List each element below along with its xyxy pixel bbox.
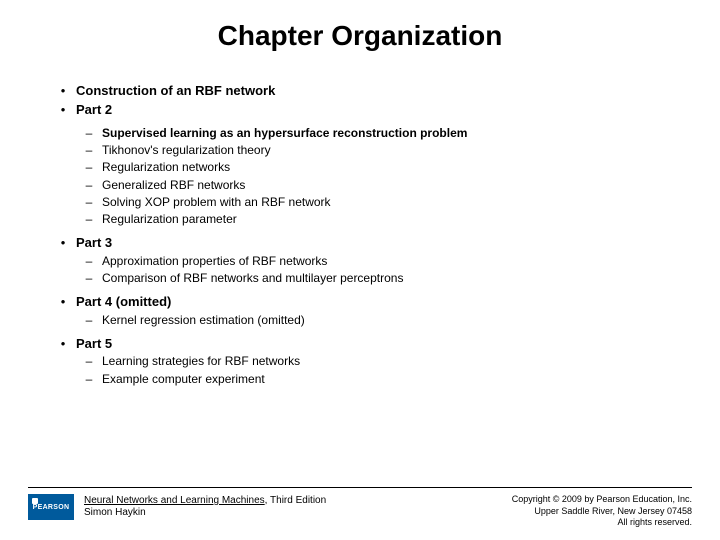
- book-info: Neural Networks and Learning Machines, T…: [84, 495, 326, 520]
- bullet-part5: • Part 5: [50, 335, 690, 353]
- sub-text: Approximation properties of RBF networks: [102, 253, 327, 269]
- sub-item: –Approximation properties of RBF network…: [50, 253, 690, 269]
- sub-text: Solving XOP problem with an RBF network: [102, 194, 331, 210]
- book-title: Neural Networks and Learning Machines: [84, 495, 265, 506]
- bullet-text: Part 3: [76, 234, 112, 252]
- bullet-glyph: •: [50, 82, 76, 100]
- slide-title: Chapter Organization: [0, 0, 720, 82]
- sub-item: –Learning strategies for RBF networks: [50, 353, 690, 369]
- bullet-part4: • Part 4 (omitted): [50, 293, 690, 311]
- copyright: Copyright © 2009 by Pearson Education, I…: [512, 494, 692, 528]
- pearson-logo: PEARSON: [28, 494, 74, 520]
- dash-glyph: –: [76, 312, 102, 328]
- sub-item: –Example computer experiment: [50, 371, 690, 387]
- bullet-glyph: •: [50, 101, 76, 119]
- copyright-line3: All rights reserved.: [512, 517, 692, 528]
- footer: PEARSON Neural Networks and Learning Mac…: [0, 487, 720, 540]
- sub-text: Tikhonov's regularization theory: [102, 142, 271, 158]
- dash-glyph: –: [76, 125, 102, 141]
- sub-text: Comparison of RBF networks and multilaye…: [102, 270, 403, 286]
- sub-text: Kernel regression estimation (omitted): [102, 312, 305, 328]
- dash-glyph: –: [76, 270, 102, 286]
- dash-glyph: –: [76, 159, 102, 175]
- dash-glyph: –: [76, 353, 102, 369]
- bullet-part2: • Part 2: [50, 101, 690, 119]
- bullet-glyph: •: [50, 234, 76, 252]
- sub-text: Regularization parameter: [102, 211, 237, 227]
- content-area: • Construction of an RBF network • Part …: [0, 82, 720, 387]
- copyright-line1: Copyright © 2009 by Pearson Education, I…: [512, 494, 692, 505]
- sub-text: Regularization networks: [102, 159, 230, 175]
- dash-glyph: –: [76, 371, 102, 387]
- sub-text: Generalized RBF networks: [102, 177, 245, 193]
- dash-glyph: –: [76, 211, 102, 227]
- sub-item: –Regularization parameter: [50, 211, 690, 227]
- dash-glyph: –: [76, 177, 102, 193]
- bullet-glyph: •: [50, 293, 76, 311]
- sub-item: –Solving XOP problem with an RBF network: [50, 194, 690, 210]
- bullet-text: Part 2: [76, 101, 112, 119]
- footer-divider: [28, 487, 692, 488]
- bullet-text: Part 4 (omitted): [76, 293, 171, 311]
- book-author: Simon Haykin: [84, 507, 326, 520]
- sub-item: –Generalized RBF networks: [50, 177, 690, 193]
- sub-item: –Kernel regression estimation (omitted): [50, 312, 690, 328]
- bullet-glyph: •: [50, 335, 76, 353]
- sub-item: –Comparison of RBF networks and multilay…: [50, 270, 690, 286]
- sub-item: –Tikhonov's regularization theory: [50, 142, 690, 158]
- copyright-line2: Upper Saddle River, New Jersey 07458: [512, 506, 692, 517]
- dash-glyph: –: [76, 142, 102, 158]
- bullet-text: Construction of an RBF network: [76, 82, 275, 100]
- sub-text: Learning strategies for RBF networks: [102, 353, 300, 369]
- bullet-part3: • Part 3: [50, 234, 690, 252]
- dash-glyph: –: [76, 253, 102, 269]
- sub-text: Supervised learning as an hypersurface r…: [102, 125, 467, 141]
- slide: Chapter Organization • Construction of a…: [0, 0, 720, 540]
- book-edition: , Third Edition: [265, 495, 327, 506]
- bullet-construction: • Construction of an RBF network: [50, 82, 690, 100]
- sub-item: –Regularization networks: [50, 159, 690, 175]
- footer-row: PEARSON Neural Networks and Learning Mac…: [0, 494, 720, 540]
- footer-left: PEARSON Neural Networks and Learning Mac…: [28, 494, 326, 520]
- sub-item: –Supervised learning as an hypersurface …: [50, 125, 690, 141]
- sub-text: Example computer experiment: [102, 371, 265, 387]
- bullet-text: Part 5: [76, 335, 112, 353]
- dash-glyph: –: [76, 194, 102, 210]
